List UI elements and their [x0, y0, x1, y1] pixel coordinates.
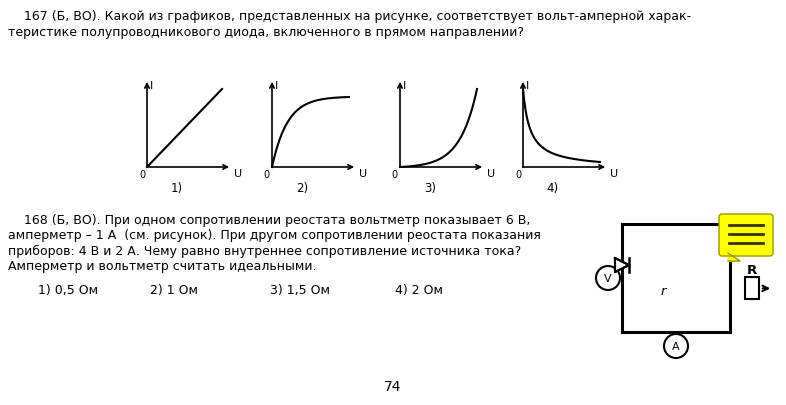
- Text: I: I: [150, 81, 153, 91]
- Text: 4): 4): [547, 181, 559, 194]
- Bar: [745, 278, 759, 300]
- Circle shape: [596, 266, 620, 290]
- Text: I: I: [403, 81, 406, 91]
- Text: амперметр – 1 А  (см. рисунок). При другом сопротивлении реостата показания: амперметр – 1 А (см. рисунок). При друго…: [8, 229, 541, 242]
- Text: 74: 74: [384, 379, 402, 393]
- Text: 1) 0,5 Ом: 1) 0,5 Ом: [38, 284, 98, 296]
- Text: 0: 0: [139, 170, 145, 179]
- Text: U: U: [610, 168, 618, 179]
- Circle shape: [664, 334, 688, 358]
- Text: приборов: 4 В и 2 А. Чему равно внутреннее сопротивление источника тока?: приборов: 4 В и 2 А. Чему равно внутренн…: [8, 244, 521, 258]
- Text: I: I: [275, 81, 278, 91]
- FancyBboxPatch shape: [719, 215, 773, 256]
- Polygon shape: [615, 258, 629, 273]
- Text: 0: 0: [392, 170, 398, 179]
- Text: 168 (Б, ВО). При одном сопротивлении реостата вольтметр показывает 6 В,: 168 (Б, ВО). При одном сопротивлении рео…: [8, 213, 531, 226]
- Text: A: A: [672, 341, 680, 351]
- Text: Амперметр и вольтметр считать идеальными.: Амперметр и вольтметр считать идеальными…: [8, 260, 317, 273]
- Text: 2) 1 Ом: 2) 1 Ом: [150, 284, 198, 296]
- Text: 167 (Б, ВО). Какой из графиков, представленных на рисунке, соответствует вольт-а: 167 (Б, ВО). Какой из графиков, представ…: [8, 10, 691, 23]
- Text: I: I: [526, 81, 529, 91]
- Text: 0: 0: [515, 170, 521, 179]
- Text: 2): 2): [296, 181, 308, 194]
- Text: 4) 2 Ом: 4) 2 Ом: [395, 284, 443, 296]
- Text: U: U: [487, 168, 495, 179]
- Text: U: U: [359, 168, 367, 179]
- Text: теристике полупроводникового диода, включенного в прямом направлении?: теристике полупроводникового диода, вклю…: [8, 26, 524, 39]
- Polygon shape: [728, 254, 740, 261]
- Text: 3): 3): [424, 181, 435, 194]
- Text: 1): 1): [171, 181, 183, 194]
- Text: r: r: [660, 285, 666, 298]
- Text: R: R: [747, 263, 757, 276]
- Text: 3) 1,5 Ом: 3) 1,5 Ом: [270, 284, 330, 296]
- Text: 0: 0: [264, 170, 270, 179]
- Text: U: U: [234, 168, 242, 179]
- Text: V: V: [604, 273, 612, 283]
